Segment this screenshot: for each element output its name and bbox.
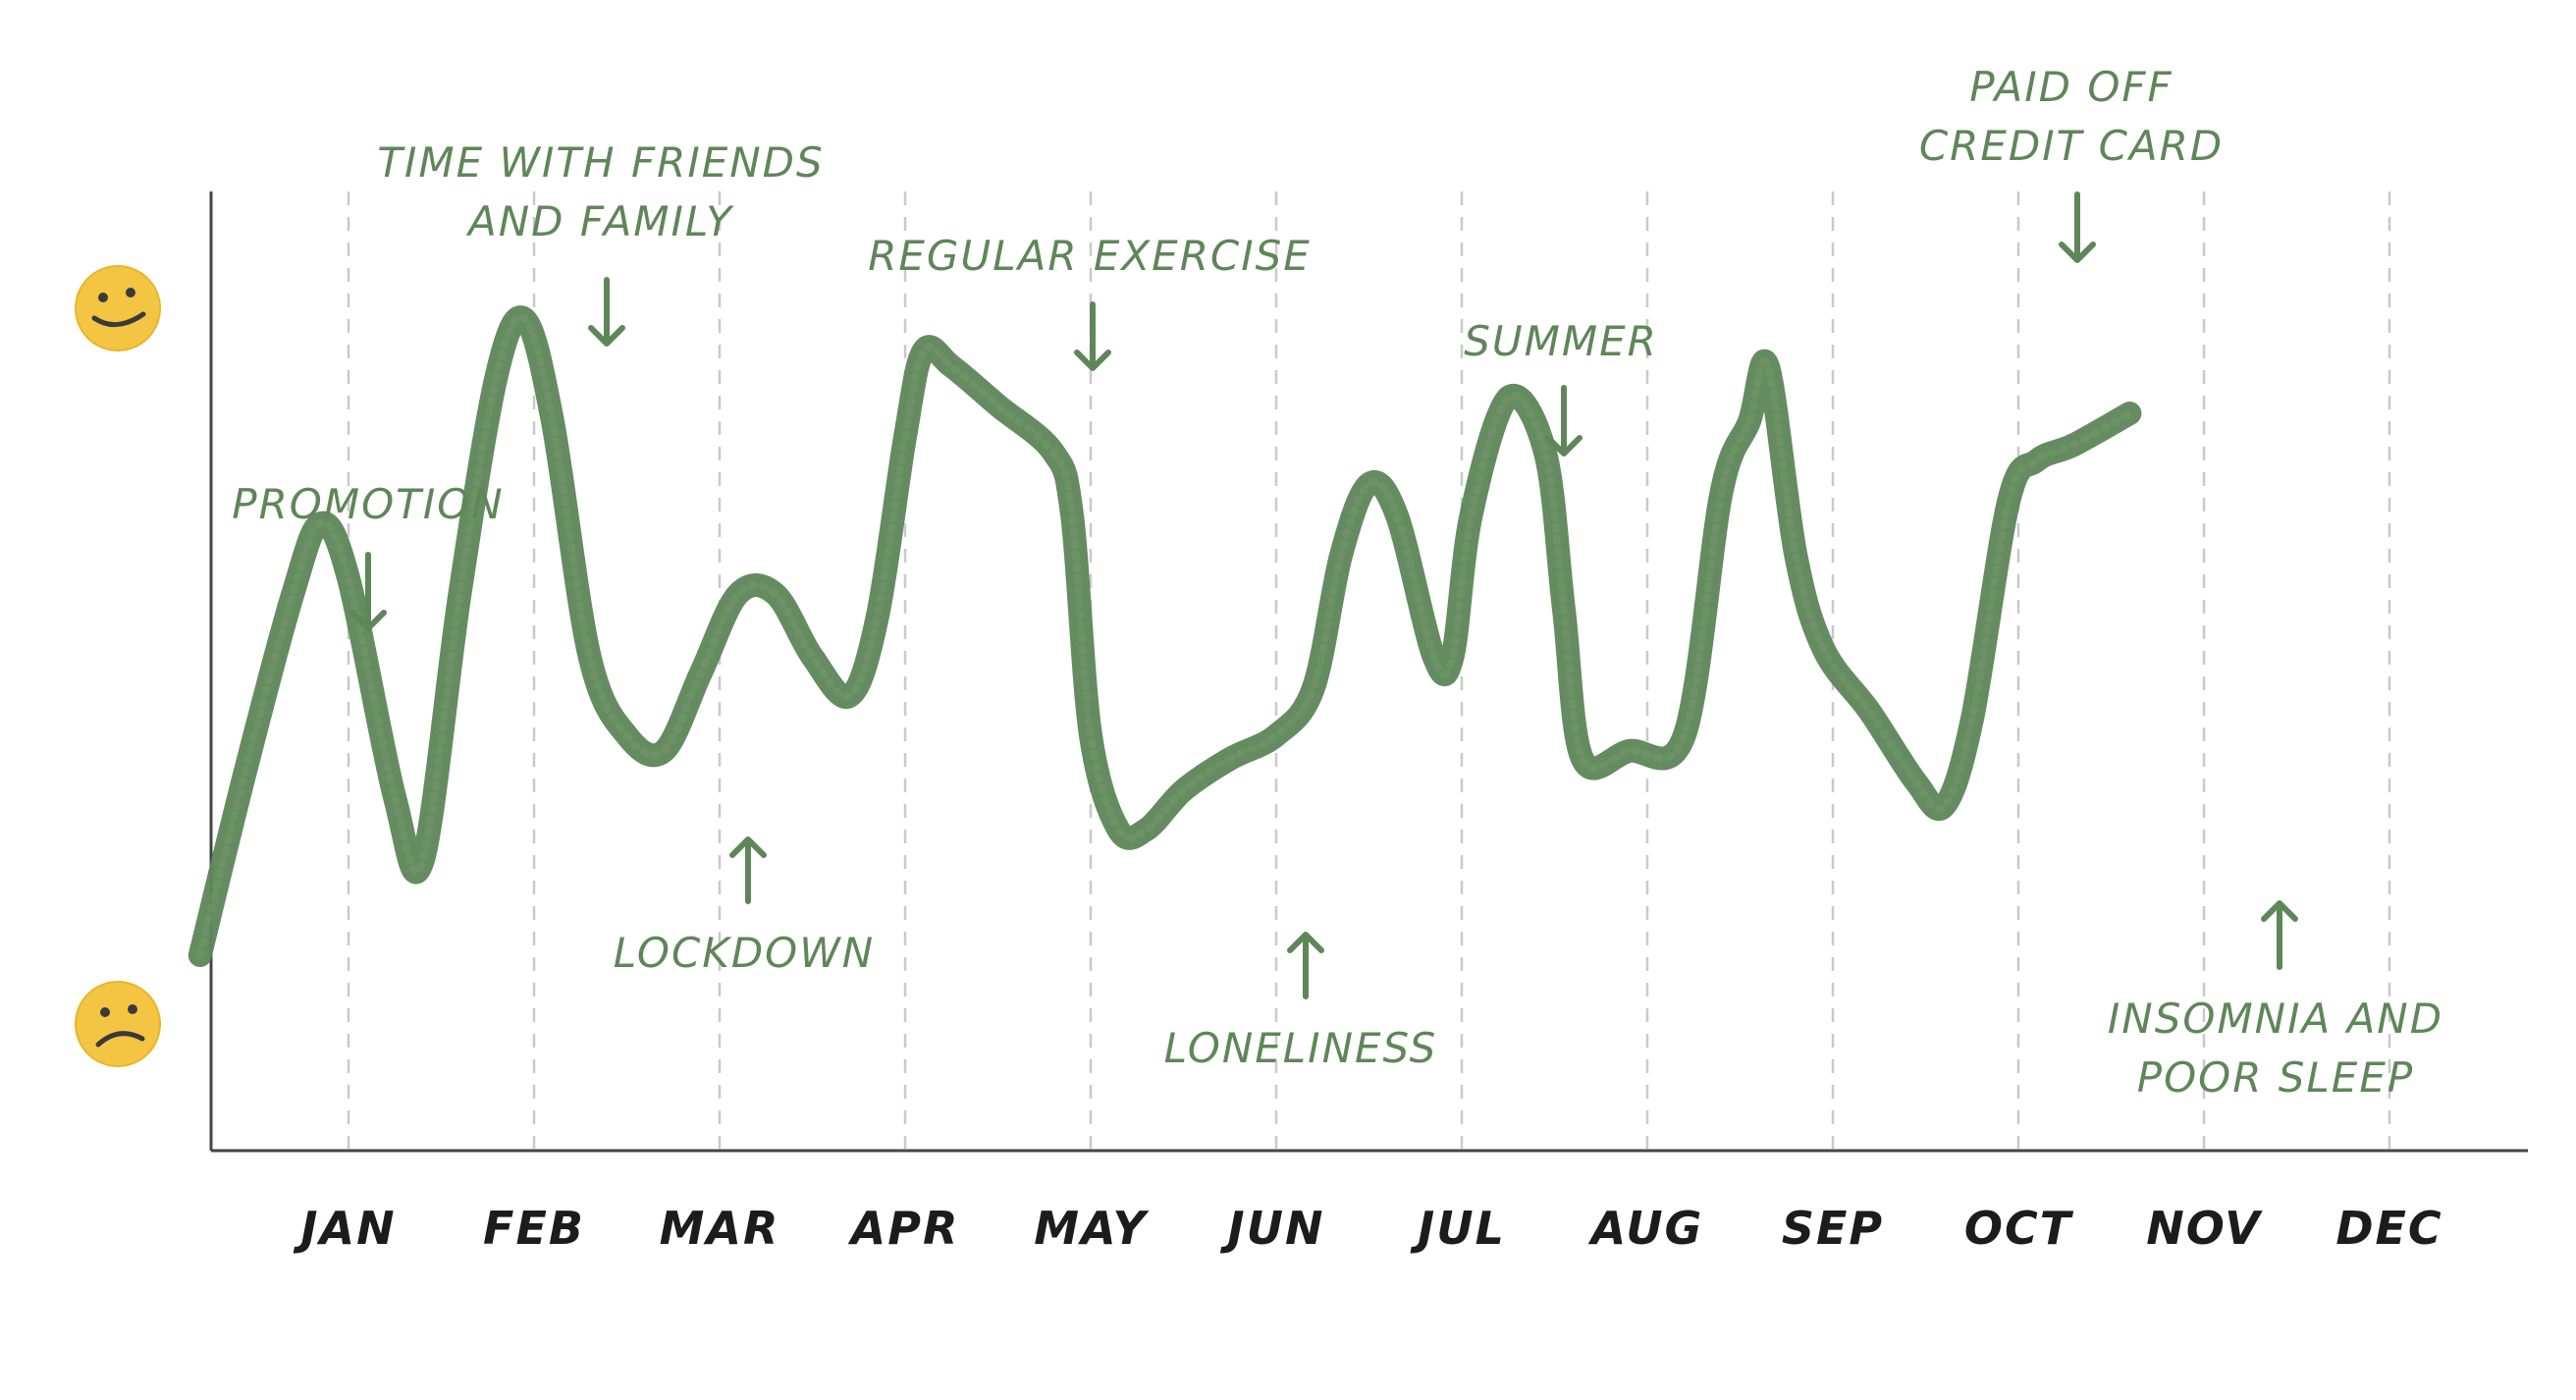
x-tick-oct: OCT — [1964, 1202, 2074, 1255]
x-tick-aug: AUG — [1588, 1202, 1704, 1255]
mood-series — [188, 305, 2142, 967]
annotation-label-5-0: SUMMER — [1464, 317, 1658, 365]
happy-face-icon — [75, 265, 161, 351]
annotation-label-4-0: LONELINESS — [1164, 1024, 1438, 1072]
x-tick-nov: NOV — [2146, 1202, 2263, 1255]
annotation-arrow-3 — [1074, 301, 1111, 371]
annotation-arrow-6 — [2059, 191, 2096, 263]
annotation-label-6-1: CREDIT CARD — [1919, 122, 2224, 170]
annotation-1: TIME WITH FRIENDS AND FAMILY — [377, 138, 824, 347]
annotation-3: REGULAR EXERCISE — [868, 232, 1312, 371]
annotation-arrow-1 — [588, 277, 625, 347]
annotation-label-2-0: LOCKDOWN — [614, 929, 875, 977]
vertical-grid — [347, 191, 2391, 1149]
annotation-label-7-0: INSOMNIA AND — [2108, 995, 2443, 1043]
annotation-label-7-1: POOR SLEEP — [2137, 1053, 2414, 1102]
x-tick-jul: JUL — [1410, 1202, 1506, 1255]
x-tick-may: MAY — [1034, 1202, 1150, 1255]
sad-face-icon — [75, 981, 161, 1067]
annotation-label-1-0: TIME WITH FRIENDS — [377, 138, 824, 187]
x-tick-sep: SEP — [1782, 1202, 1884, 1255]
annotation-arrow-0 — [349, 552, 387, 631]
x-tick-jun: JUN — [1220, 1202, 1325, 1255]
annotation-0: PROMOTION — [232, 480, 504, 631]
annotation-arrow-5 — [1545, 385, 1583, 457]
annotation-arrow-4 — [1287, 932, 1324, 999]
annotation-6: PAID OFF CREDIT CARD — [1919, 63, 2224, 263]
x-tick-jan: JAN — [293, 1202, 396, 1255]
x-tick-mar: MAR — [660, 1202, 780, 1255]
annotation-4: LONELINESS — [1164, 932, 1438, 1072]
annotation-5: SUMMER — [1464, 317, 1658, 457]
x-tick-apr: APR — [848, 1202, 960, 1255]
series-line-0 — [188, 305, 2142, 967]
annotation-2: LOCKDOWN — [614, 836, 875, 977]
annotation-label-0-0: PROMOTION — [232, 480, 504, 528]
annotation-label-6-0: PAID OFF — [1969, 63, 2173, 111]
x-tick-feb: FEB — [483, 1202, 585, 1255]
series-line-texture-0 — [195, 313, 2134, 959]
x-axis-ticks: JAN FEB MAR APR MAY JUN JUL AUG SEP OCT NOV DEC — [293, 1202, 2442, 1255]
annotation-arrow-7 — [2261, 900, 2298, 970]
annotation-label-3-0: REGULAR EXERCISE — [868, 232, 1312, 280]
x-tick-dec: DEC — [2335, 1202, 2442, 1255]
annotation-arrow-2 — [729, 836, 767, 904]
annotation-label-1-1: AND FAMILY — [465, 197, 734, 245]
annotations: PROMOTION TIME WITH FRIENDS AND FAMILY LOCK… — [232, 63, 2443, 1102]
annotation-7: INSOMNIA AND POOR SLEEP — [2108, 900, 2443, 1102]
